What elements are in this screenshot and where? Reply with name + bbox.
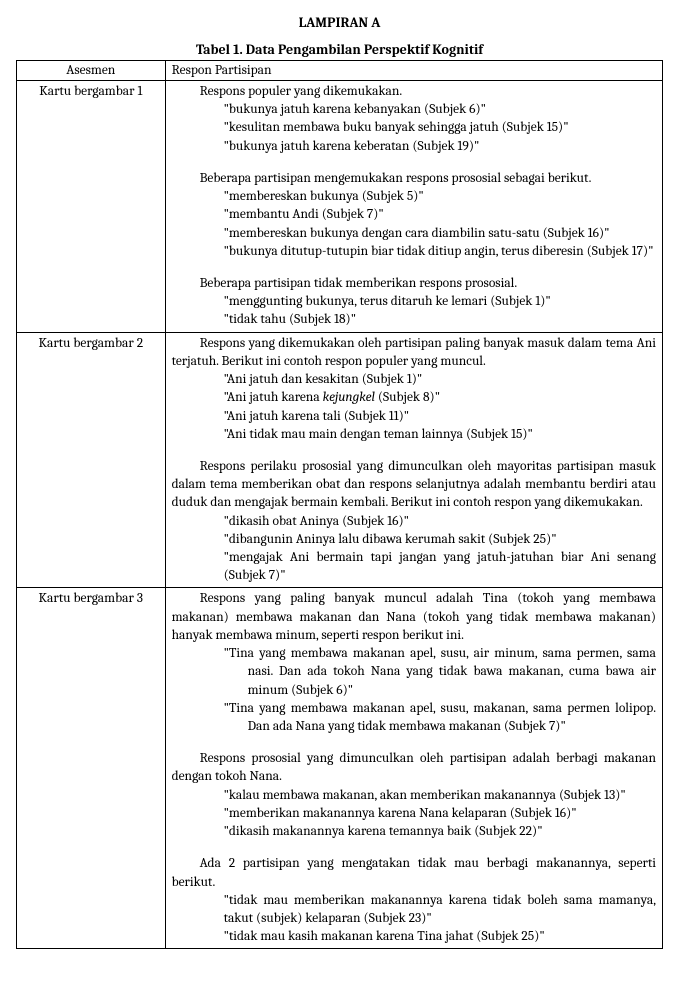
quote: "membereskan bukunya (Subjek 5)" xyxy=(224,188,656,206)
respon-cell: Respons yang dikemukakan oleh partisipan… xyxy=(165,332,662,588)
col-header-asesmen: Asesmen xyxy=(17,61,166,81)
spacer xyxy=(172,156,656,170)
text: (Subjek 8)" xyxy=(375,390,440,405)
paragraph: Ada 2 partisipan yang mengatakan tidak m… xyxy=(172,855,656,891)
quote: "Ani jatuh karena tali (Subjek 11)" xyxy=(224,408,656,426)
quote: "mengajak Ani bermain tapi jangan yang j… xyxy=(224,549,656,585)
asesmen-cell: Kartu bergambar 3 xyxy=(17,588,166,949)
quote: "tidak tahu (Subjek 18)" xyxy=(224,311,656,329)
data-table: Asesmen Respon Partisipan Kartu bergamba… xyxy=(16,60,663,949)
italic-text: kejungkel xyxy=(323,390,375,405)
quote: "Ani jatuh karena kejungkel (Subjek 8)" xyxy=(224,389,656,407)
text: "Ani jatuh karena xyxy=(224,390,323,405)
spacer xyxy=(172,841,656,855)
quote: "kesulitan membawa buku banyak sehingga … xyxy=(224,119,656,137)
respon-cell: Respons yang paling banyak muncul adalah… xyxy=(165,588,662,949)
table-row: Kartu bergambar 1Respons populer yang di… xyxy=(17,81,663,333)
quote: "Tina yang membawa makanan apel, susu, a… xyxy=(224,645,656,700)
quote: "tidak mau kasih makanan karena Tina jah… xyxy=(224,928,656,946)
paragraph: Respons populer yang dikemukakan. xyxy=(172,83,656,101)
quote: "bukunya jatuh karena keberatan (Subjek … xyxy=(224,138,656,156)
paragraph: Respons prososial yang dimunculkan oleh … xyxy=(172,750,656,786)
asesmen-cell: Kartu bergambar 2 xyxy=(17,332,166,588)
respon-cell: Respons populer yang dikemukakan."bukuny… xyxy=(165,81,662,333)
spacer xyxy=(172,736,656,750)
quote: "Ani jatuh dan kesakitan (Subjek 1)" xyxy=(224,371,656,389)
table-header-row: Asesmen Respon Partisipan xyxy=(17,61,663,81)
quote: "dikasih obat Aninya (Subjek 16)" xyxy=(224,513,656,531)
quote: "menggunting bukunya, terus ditaruh ke l… xyxy=(224,293,656,311)
quote: "tidak mau memberikan makanannya karena … xyxy=(224,892,656,928)
paragraph: Beberapa partisipan mengemukakan respons… xyxy=(172,170,656,188)
quote: "memberikan makanannya karena Nana kelap… xyxy=(224,805,656,823)
spacer xyxy=(172,261,656,275)
spacer xyxy=(172,444,656,458)
paragraph: Respons yang paling banyak muncul adalah… xyxy=(172,590,656,645)
col-header-respon: Respon Partisipan xyxy=(165,61,662,81)
quote: "bukunya jatuh karena kebanyakan (Subjek… xyxy=(224,101,656,119)
quote: "membantu Andi (Subjek 7)" xyxy=(224,206,656,224)
quote: "membereskan bukunya dengan cara diambil… xyxy=(224,225,656,243)
paragraph: Respons perilaku prososial yang dimuncul… xyxy=(172,458,656,513)
table-row: Kartu bergambar 3Respons yang paling ban… xyxy=(17,588,663,949)
paragraph: Respons yang dikemukakan oleh partisipan… xyxy=(172,335,656,371)
appendix-title: LAMPIRAN A xyxy=(16,14,663,31)
quote: "dibangunin Aninya lalu dibawa kerumah s… xyxy=(224,531,656,549)
quote: "Ani tidak mau main dengan teman lainnya… xyxy=(224,426,656,444)
quote: "kalau membawa makanan, akan memberikan … xyxy=(224,787,656,805)
table-title: Tabel 1. Data Pengambilan Perspektif Kog… xyxy=(16,41,663,58)
quote: "Tina yang membawa makanan apel, susu, m… xyxy=(224,700,656,736)
paragraph: Beberapa partisipan tidak memberikan res… xyxy=(172,275,656,293)
quote: "dikasih makanannya karena temannya baik… xyxy=(224,823,656,841)
quote: "bukunya ditutup-tutupin biar tidak diti… xyxy=(224,243,656,261)
asesmen-cell: Kartu bergambar 1 xyxy=(17,81,166,333)
table-row: Kartu bergambar 2Respons yang dikemukaka… xyxy=(17,332,663,588)
